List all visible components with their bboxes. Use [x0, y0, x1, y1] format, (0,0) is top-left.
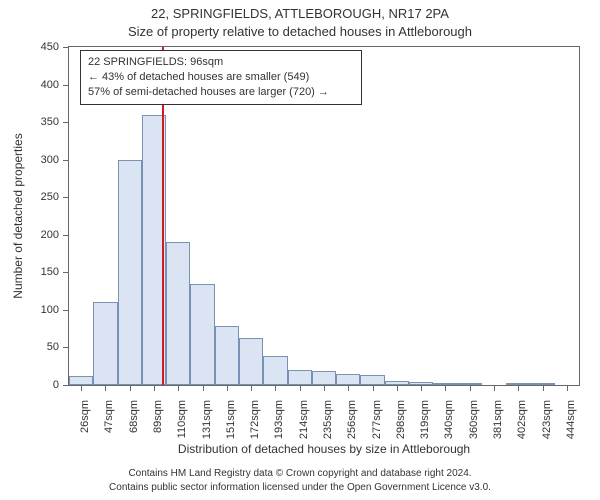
x-tick-label: 444sqm [565, 400, 577, 439]
footer-copyright-2: Contains public sector information licen… [0, 482, 600, 493]
annotation-line-2: ← 43% of detached houses are smaller (54… [88, 70, 354, 85]
x-tick [421, 386, 422, 391]
x-tick-label: 193sqm [273, 400, 285, 439]
y-tick [63, 122, 68, 123]
histogram-bar [336, 374, 360, 385]
y-tick [63, 310, 68, 311]
x-tick [81, 386, 82, 391]
y-tick-label: 250 [0, 191, 59, 203]
histogram-bar [69, 376, 93, 385]
histogram-bar [506, 383, 530, 385]
x-tick-label: 340sqm [443, 400, 455, 439]
x-tick [251, 386, 252, 391]
annotation-line-3: 57% of semi-detached houses are larger (… [88, 85, 354, 100]
y-tick [63, 385, 68, 386]
x-tick-label: 214sqm [298, 400, 310, 439]
x-tick [470, 386, 471, 391]
histogram-bar [166, 242, 190, 385]
x-tick [494, 386, 495, 391]
x-tick [227, 386, 228, 391]
x-tick [203, 386, 204, 391]
x-tick [275, 386, 276, 391]
y-tick-label: 50 [0, 341, 59, 353]
histogram-bar [385, 381, 409, 386]
y-tick-label: 0 [0, 379, 59, 391]
histogram-bar [433, 383, 457, 385]
annotation-line-1: 22 SPRINGFIELDS: 96sqm [88, 55, 354, 70]
x-tick-label: 68sqm [128, 400, 140, 433]
x-tick [324, 386, 325, 391]
x-tick [130, 386, 131, 391]
y-tick [63, 47, 68, 48]
histogram-bar [118, 160, 142, 385]
x-tick-label: 172sqm [249, 400, 261, 439]
x-tick-label: 47sqm [103, 400, 115, 433]
y-tick-label: 400 [0, 79, 59, 91]
x-tick-label: 235sqm [322, 400, 334, 439]
y-tick [63, 160, 68, 161]
x-tick-label: 131sqm [201, 400, 213, 439]
histogram-bar [312, 371, 336, 385]
y-tick-label: 450 [0, 41, 59, 53]
x-tick [518, 386, 519, 391]
histogram-bar [288, 370, 312, 385]
annotation-box: 22 SPRINGFIELDS: 96sqm ← 43% of detached… [80, 50, 362, 105]
x-tick-label: 319sqm [419, 400, 431, 439]
title-line-1: 22, SPRINGFIELDS, ATTLEBOROUGH, NR17 2PA [0, 6, 600, 21]
x-tick [300, 386, 301, 391]
x-tick-label: 298sqm [395, 400, 407, 439]
x-tick [373, 386, 374, 391]
y-tick-label: 350 [0, 116, 59, 128]
histogram-bar [530, 383, 554, 385]
x-tick [445, 386, 446, 391]
y-tick [63, 347, 68, 348]
y-tick [63, 197, 68, 198]
histogram-bar [360, 375, 384, 386]
histogram-bar [409, 382, 433, 385]
x-tick-label: 151sqm [225, 400, 237, 439]
histogram-bar [263, 356, 287, 385]
footer-copyright-1: Contains HM Land Registry data © Crown c… [0, 468, 600, 479]
x-tick-label: 110sqm [176, 400, 188, 438]
y-tick-label: 300 [0, 154, 59, 166]
x-tick-label: 256sqm [346, 400, 358, 439]
x-tick-label: 381sqm [492, 400, 504, 439]
x-tick [154, 386, 155, 391]
histogram-bar [190, 284, 214, 385]
x-tick-label: 360sqm [468, 400, 480, 439]
histogram-bar [458, 383, 482, 385]
y-tick [63, 272, 68, 273]
histogram-bar [215, 326, 239, 385]
x-tick [397, 386, 398, 391]
x-tick [348, 386, 349, 391]
histogram-bar [239, 338, 263, 385]
histogram-bar [93, 302, 117, 385]
x-tick [567, 386, 568, 391]
x-tick-label: 277sqm [371, 400, 383, 439]
x-tick [543, 386, 544, 391]
y-tick [63, 85, 68, 86]
title-line-2: Size of property relative to detached ho… [0, 24, 600, 39]
x-axis-label: Distribution of detached houses by size … [68, 442, 580, 456]
x-tick-label: 402sqm [516, 400, 528, 439]
x-tick [178, 386, 179, 391]
x-tick-label: 423sqm [541, 400, 553, 439]
x-tick-label: 26sqm [79, 400, 91, 433]
y-tick-label: 200 [0, 229, 59, 241]
y-tick-label: 100 [0, 304, 59, 316]
x-tick-label: 89sqm [152, 400, 164, 433]
y-tick-label: 150 [0, 266, 59, 278]
x-tick [105, 386, 106, 391]
y-tick [63, 235, 68, 236]
